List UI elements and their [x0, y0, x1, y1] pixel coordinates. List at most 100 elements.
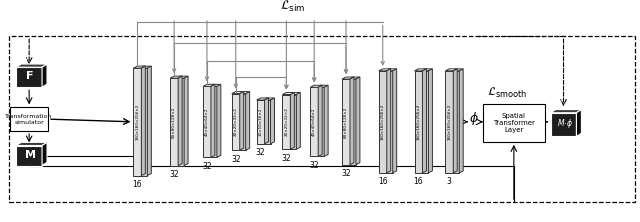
Text: 32: 32 [341, 169, 351, 178]
Polygon shape [415, 69, 426, 71]
Polygon shape [310, 87, 318, 157]
Polygon shape [451, 71, 460, 173]
Text: 16: 16 [378, 177, 388, 186]
Text: 80×80×128×2: 80×80×128×2 [172, 106, 176, 138]
Polygon shape [324, 85, 328, 157]
Text: 40×40×64×2: 40×40×64×2 [312, 108, 316, 136]
Polygon shape [316, 85, 328, 87]
Text: $\mathcal{L}_{\mathrm{smooth}}$: $\mathcal{L}_{\mathrm{smooth}}$ [487, 86, 527, 100]
Polygon shape [176, 76, 188, 78]
Text: 32: 32 [282, 154, 291, 163]
Polygon shape [133, 68, 141, 176]
Text: Spatial
Transformer
Layer: Spatial Transformer Layer [493, 113, 535, 133]
Polygon shape [350, 77, 354, 165]
FancyBboxPatch shape [10, 107, 48, 131]
Text: 16: 16 [132, 180, 142, 189]
Text: 160×160×256×2: 160×160×256×2 [447, 104, 451, 140]
Polygon shape [16, 145, 42, 166]
Polygon shape [420, 69, 433, 71]
Polygon shape [232, 92, 244, 94]
Polygon shape [16, 67, 42, 87]
Text: 20×20×32×2: 20×20×32×2 [284, 107, 289, 136]
Polygon shape [282, 95, 291, 149]
Text: $\mathcal{L}_{\mathrm{sim}}$: $\mathcal{L}_{\mathrm{sim}}$ [280, 0, 305, 14]
Polygon shape [203, 86, 211, 157]
Text: 32: 32 [309, 161, 319, 170]
Polygon shape [140, 66, 151, 68]
Polygon shape [209, 84, 221, 86]
Polygon shape [170, 78, 178, 166]
Text: 32: 32 [202, 162, 212, 171]
Polygon shape [133, 66, 145, 68]
Polygon shape [211, 84, 215, 157]
Polygon shape [348, 79, 356, 165]
Text: 3: 3 [447, 177, 452, 186]
Polygon shape [342, 79, 350, 165]
Text: $\phi$: $\phi$ [469, 110, 479, 127]
Polygon shape [385, 71, 393, 173]
Polygon shape [16, 142, 47, 145]
Text: 10×10×16×2: 10×10×16×2 [259, 108, 262, 136]
Polygon shape [356, 77, 360, 165]
Polygon shape [451, 69, 463, 71]
Text: 80×80×128×2: 80×80×128×2 [344, 106, 348, 138]
Text: F: F [26, 71, 34, 81]
Polygon shape [16, 64, 47, 67]
Polygon shape [420, 71, 428, 173]
Text: 40×40×64×2: 40×40×64×2 [205, 108, 209, 136]
Polygon shape [42, 64, 47, 87]
Polygon shape [422, 69, 426, 173]
Polygon shape [342, 77, 354, 79]
Polygon shape [289, 93, 300, 95]
Polygon shape [415, 71, 422, 173]
Text: 32: 32 [256, 148, 266, 157]
Text: Transformation
simulator: Transformation simulator [6, 114, 53, 125]
Polygon shape [237, 94, 246, 150]
Text: 20×20×32×2: 20×20×32×2 [234, 107, 237, 136]
Polygon shape [379, 71, 387, 173]
Polygon shape [178, 76, 182, 166]
Polygon shape [348, 77, 360, 79]
Text: M: M [24, 150, 36, 160]
Polygon shape [262, 98, 275, 100]
FancyBboxPatch shape [483, 104, 545, 142]
Polygon shape [257, 100, 264, 144]
Polygon shape [271, 98, 275, 144]
Polygon shape [393, 69, 397, 173]
Polygon shape [385, 69, 397, 71]
Polygon shape [296, 93, 300, 149]
Polygon shape [379, 69, 390, 71]
Polygon shape [460, 69, 463, 173]
Text: 32: 32 [170, 170, 179, 179]
Polygon shape [42, 142, 47, 166]
Polygon shape [289, 95, 296, 149]
Text: 160×160×256×2: 160×160×256×2 [417, 104, 420, 140]
Polygon shape [282, 93, 294, 95]
Text: 160×160×256×2: 160×160×256×2 [136, 104, 140, 140]
Polygon shape [453, 69, 457, 173]
Polygon shape [316, 87, 324, 157]
Polygon shape [184, 76, 188, 166]
Polygon shape [264, 98, 269, 144]
Polygon shape [291, 93, 294, 149]
Text: $M{\cdot}\phi$: $M{\cdot}\phi$ [557, 117, 572, 130]
Polygon shape [217, 84, 221, 157]
Text: 32: 32 [231, 155, 241, 164]
Text: 16: 16 [413, 177, 423, 186]
Polygon shape [318, 85, 322, 157]
Polygon shape [209, 86, 217, 157]
Polygon shape [140, 68, 147, 176]
Polygon shape [141, 66, 145, 176]
Polygon shape [147, 66, 151, 176]
Polygon shape [262, 100, 271, 144]
Polygon shape [550, 113, 577, 136]
Polygon shape [387, 69, 390, 173]
Polygon shape [232, 94, 240, 150]
Text: 160×160×256×2: 160×160×256×2 [381, 104, 385, 140]
Polygon shape [310, 85, 322, 87]
Polygon shape [237, 92, 250, 94]
Polygon shape [240, 92, 244, 150]
Polygon shape [577, 109, 581, 136]
Polygon shape [445, 69, 457, 71]
Polygon shape [170, 76, 182, 78]
